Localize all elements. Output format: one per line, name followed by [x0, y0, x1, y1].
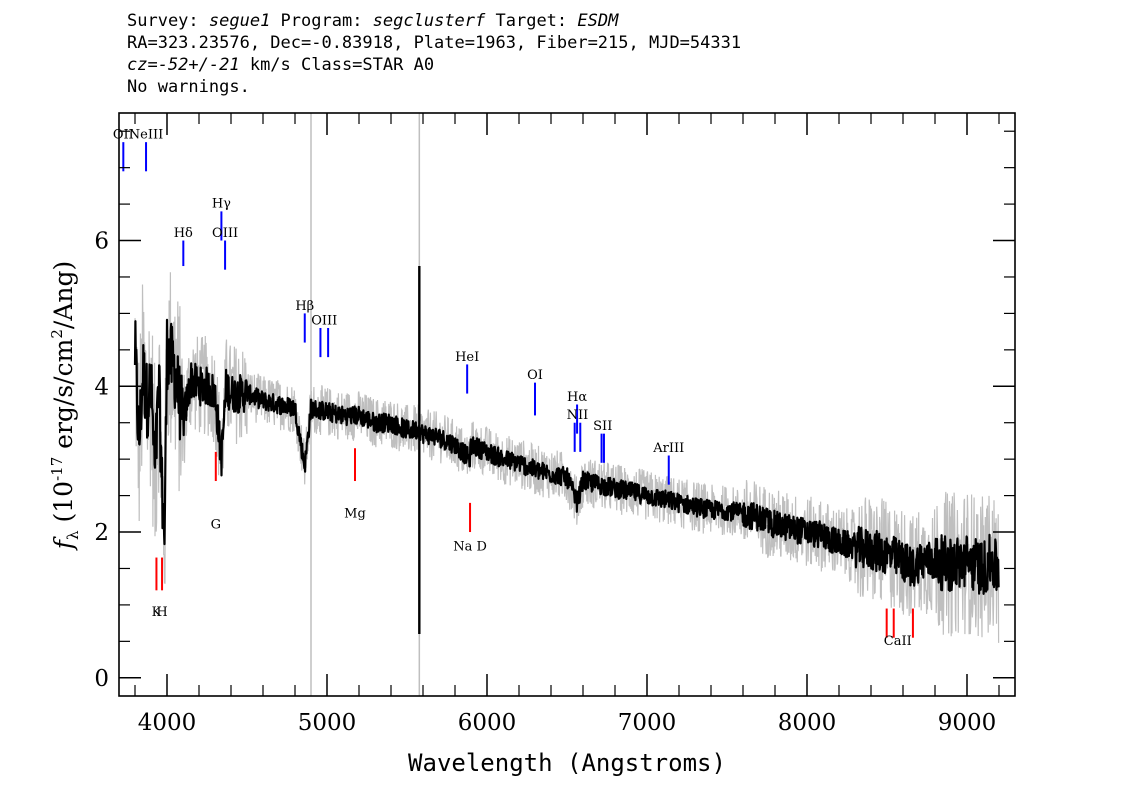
plot-frame [118, 112, 1016, 697]
x-tick-label: 4000 [138, 710, 197, 736]
x-axis-label: Wavelength (Angstroms) [408, 749, 726, 777]
line-label-hα: Hα [567, 390, 587, 405]
y-tick-label: 2 [94, 520, 109, 546]
spectrum-header: Survey: segue1 Program: segclusterf Targ… [127, 10, 741, 98]
x-tick-label: 5000 [298, 710, 357, 736]
spectral-line-markers: OIINeIIIHδHγOIIIHβOIIIHeIOINIIHαSIIArIII… [113, 128, 914, 649]
survey-label: Survey: [127, 11, 209, 31]
line-label-oiii: OIII [311, 313, 337, 328]
y-tick-label: 4 [94, 374, 109, 400]
cz-value: cz=-52+/-21 [127, 55, 240, 75]
header-line-warnings: No warnings. [127, 77, 250, 97]
line-label-sii: SII [593, 419, 612, 434]
line-label-h: H [156, 605, 167, 620]
line-label-hei: HeI [455, 350, 479, 365]
line-label-caii: CaII [884, 634, 912, 649]
x-tick-label: 6000 [458, 710, 517, 736]
target-label: Target: [485, 11, 578, 31]
x-tick-label: 7000 [618, 710, 677, 736]
y-tick-label: 6 [94, 229, 109, 255]
program-value: segclusterf [372, 11, 486, 31]
line-label-hβ: Hβ [295, 299, 314, 314]
line-label-na-d: Na D [453, 539, 487, 554]
class-value: km/s Class=STAR A0 [239, 55, 435, 75]
line-label-g: G [211, 517, 221, 532]
line-label-hδ: Hδ [174, 226, 193, 241]
survey-value: segue1 [208, 11, 271, 31]
program-label: Program: [270, 11, 373, 31]
flux-spectrum [133, 318, 1000, 596]
y-tick-label: 0 [94, 666, 109, 692]
header-line-redshift: cz=-52+/-21 km/s Class=STAR A0 [127, 54, 741, 76]
target-value: ESDM [577, 11, 619, 31]
error-spectrum [134, 272, 1000, 643]
flux-series [133, 266, 1000, 635]
line-label-hγ: Hγ [212, 197, 231, 212]
line-label-oiii: OIII [212, 226, 238, 241]
x-tick-label: 9000 [938, 710, 997, 736]
line-label-nii: NII [567, 408, 589, 423]
y-axis-label: fλ (10-17 erg/s/cm2/Ang) [48, 261, 82, 551]
header-line-coordinates: RA=323.23576, Dec=-0.83918, Plate=1963, … [127, 33, 742, 53]
error-band [134, 272, 1000, 643]
line-label-ariii: ArIII [652, 441, 684, 456]
x-tick-label: 8000 [778, 710, 837, 736]
axis-ticks: 4000 5000 6000 7000 8000 9000 0 2 4 6 [94, 113, 1015, 736]
line-label-oi: OI [527, 368, 543, 383]
header-line-survey: Survey: segue1 Program: segclusterf Targ… [127, 10, 741, 32]
line-label-k: K [152, 605, 162, 620]
line-label-neiii: NeIII [129, 128, 163, 143]
line-label-mg: Mg [344, 506, 366, 521]
